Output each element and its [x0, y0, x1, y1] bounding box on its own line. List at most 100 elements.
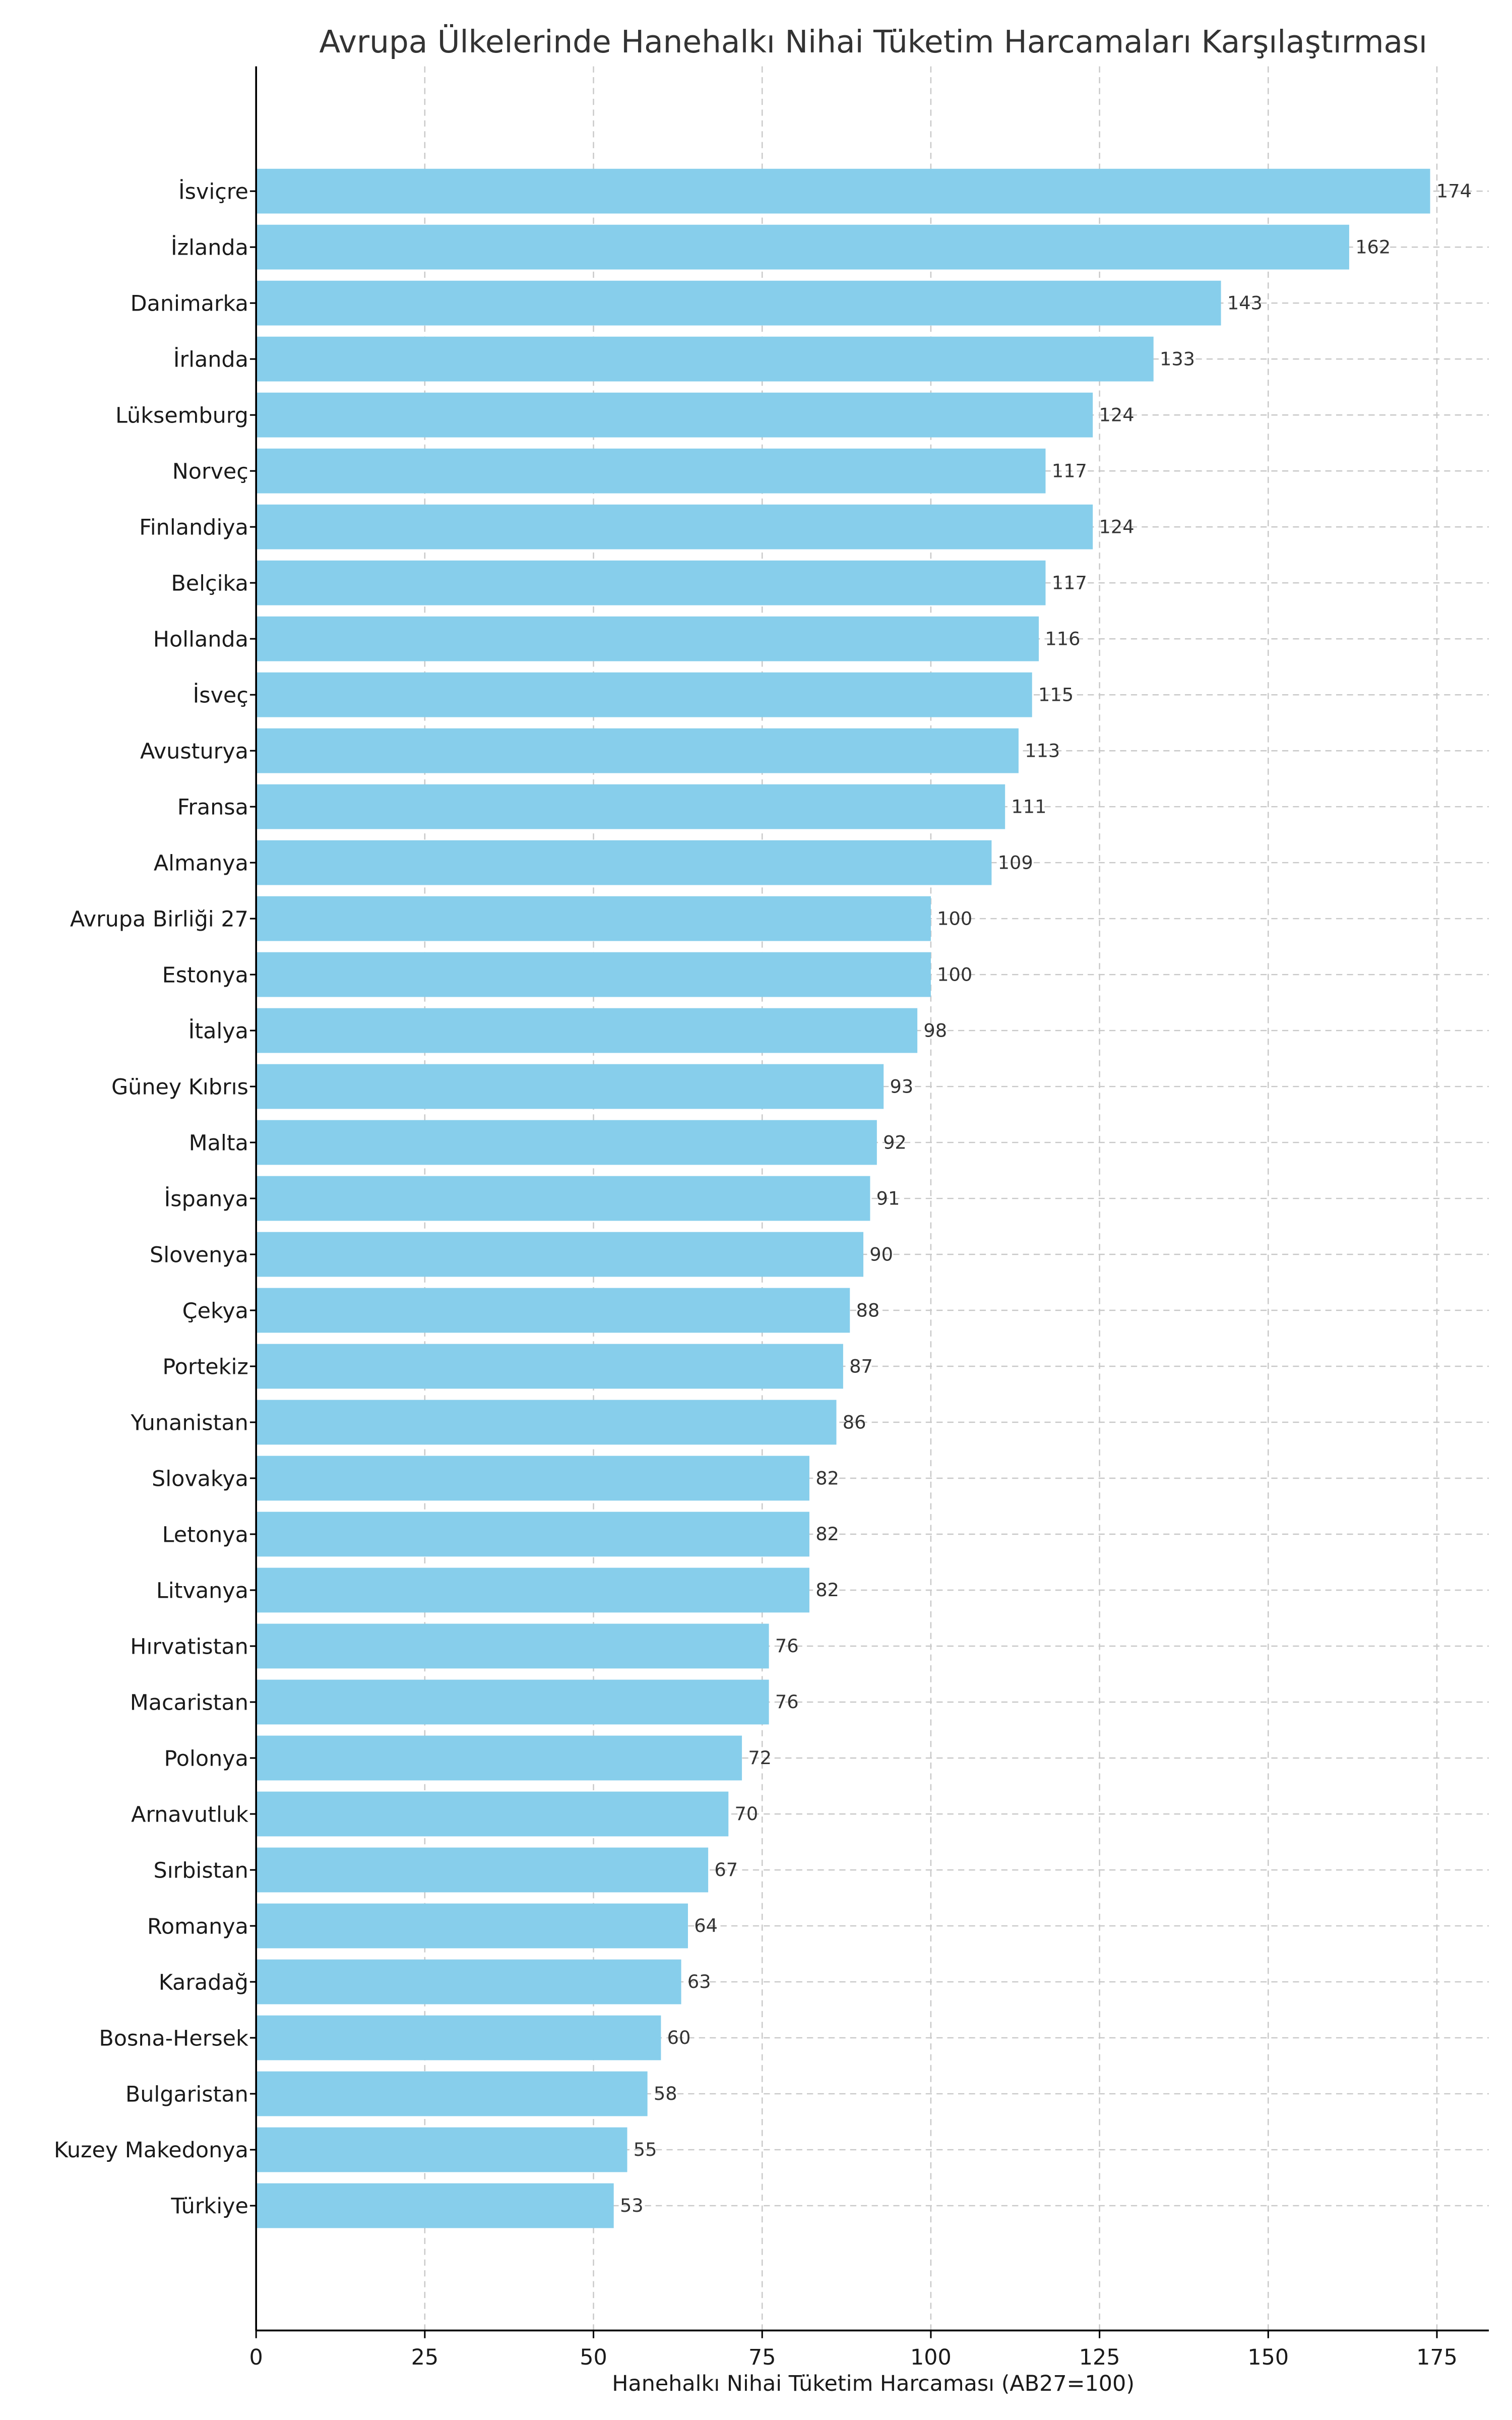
value-label: 117	[1052, 572, 1087, 593]
category-label: Yunanistan	[130, 1410, 248, 1435]
category-label: Avusturya	[140, 739, 248, 764]
bar	[256, 1623, 769, 1669]
category-label: Bulgaristan	[125, 2082, 248, 2107]
x-tick-label: 75	[748, 2345, 776, 2370]
value-label: 64	[694, 1915, 718, 1937]
value-label: 162	[1355, 236, 1391, 258]
x-tick-label: 175	[1416, 2345, 1458, 2370]
bar	[256, 672, 1032, 717]
x-axis-label: Hanehalkı Nihai Tüketim Harcaması (AB27=…	[612, 2371, 1135, 2396]
value-label: 100	[937, 908, 972, 929]
bar	[256, 952, 931, 997]
category-label: Belçika	[171, 571, 248, 596]
value-label: 86	[843, 1411, 866, 1433]
category-label: Hollanda	[153, 627, 248, 652]
category-label: Kuzey Makedonya	[54, 2138, 248, 2163]
value-label: 111	[1011, 796, 1046, 817]
bar	[256, 1232, 864, 1277]
category-label: Güney Kıbrıs	[111, 1074, 248, 1100]
category-label: Malta	[189, 1130, 248, 1156]
bar	[256, 1064, 884, 1109]
bar	[256, 1008, 918, 1053]
x-tick-label: 150	[1247, 2345, 1289, 2370]
bar	[256, 840, 992, 885]
bar	[256, 560, 1046, 606]
value-label: 82	[815, 1523, 839, 1545]
bar	[256, 1344, 843, 1389]
category-label: Finlandiya	[139, 515, 248, 540]
x-tick-label: 100	[910, 2345, 952, 2370]
x-tick-label: 0	[249, 2345, 263, 2370]
category-label: İspanya	[164, 1186, 248, 1212]
category-label: Polonya	[164, 1746, 248, 1771]
category-label: Fransa	[177, 795, 248, 820]
value-label: 87	[849, 1355, 873, 1377]
category-label: İsviçre	[178, 178, 248, 204]
category-label: Slovenya	[150, 1242, 248, 1267]
value-label: 63	[687, 1971, 711, 1992]
value-label: 117	[1052, 460, 1087, 481]
category-label: Norveç	[172, 459, 248, 484]
category-label: Türkiye	[170, 2194, 248, 2219]
category-label: Litvanya	[156, 1578, 248, 1603]
value-label: 58	[654, 2083, 677, 2104]
bar	[256, 1120, 877, 1165]
bar	[256, 1176, 870, 1221]
value-label: 143	[1227, 292, 1263, 314]
value-label: 109	[998, 852, 1033, 873]
bar	[256, 1400, 837, 1445]
value-label: 60	[667, 2027, 691, 2048]
category-label: Bosna-Hersek	[99, 2026, 248, 2051]
bar	[256, 1679, 769, 1725]
value-label: 92	[883, 1131, 907, 1153]
category-label: İrlanda	[173, 346, 248, 372]
value-label: 115	[1038, 684, 1074, 705]
category-label: Almanya	[154, 851, 248, 876]
value-label: 93	[890, 1075, 913, 1097]
bar	[256, 448, 1046, 494]
bar	[256, 1511, 809, 1557]
value-label: 76	[775, 1635, 799, 1657]
bar	[256, 1456, 809, 1501]
bar	[256, 1903, 688, 1949]
value-label: 124	[1099, 516, 1134, 537]
bar	[256, 168, 1430, 214]
bar	[256, 728, 1019, 773]
value-label: 67	[714, 1859, 738, 1881]
value-label: 82	[815, 1579, 839, 1601]
value-label: 124	[1099, 404, 1134, 426]
value-label: 90	[869, 1243, 893, 1265]
category-label: Slovakya	[152, 1466, 248, 1491]
bar	[256, 392, 1093, 438]
value-label: 133	[1160, 348, 1195, 370]
category-label: Karadağ	[159, 1970, 248, 1995]
value-label: 113	[1025, 740, 1060, 761]
value-label: 53	[620, 2195, 644, 2216]
bar	[256, 2015, 661, 2061]
category-label: Portekiz	[162, 1354, 248, 1379]
bar	[256, 1735, 742, 1781]
bar	[256, 224, 1349, 270]
bar	[256, 504, 1093, 550]
value-label: 174	[1436, 180, 1472, 202]
category-label: Arnavutluk	[131, 1802, 248, 1827]
bar	[256, 1959, 681, 2005]
chart-title: Avrupa Ülkelerinde Hanehalkı Nihai Tüket…	[319, 24, 1427, 60]
value-label: 88	[856, 1299, 880, 1321]
x-tick-label: 125	[1079, 2345, 1120, 2370]
value-label: 100	[937, 963, 972, 985]
value-label: 55	[634, 2139, 657, 2160]
value-label: 76	[775, 1691, 799, 1713]
bar	[256, 336, 1154, 382]
value-label: 82	[815, 1467, 839, 1489]
x-ticks: 0 25 50 75 100 125 150 175	[249, 2330, 1458, 2370]
value-label: 91	[876, 1187, 900, 1209]
bar	[256, 1567, 809, 1613]
category-label: Avrupa Birliği 27	[70, 906, 248, 932]
bar	[256, 784, 1005, 829]
value-label: 116	[1045, 628, 1080, 649]
value-labels: 174 162 143 133 124 117 124 117 116 115 113 111 109 1…	[620, 180, 1472, 2216]
bar	[256, 1288, 850, 1333]
bar	[256, 2127, 627, 2172]
